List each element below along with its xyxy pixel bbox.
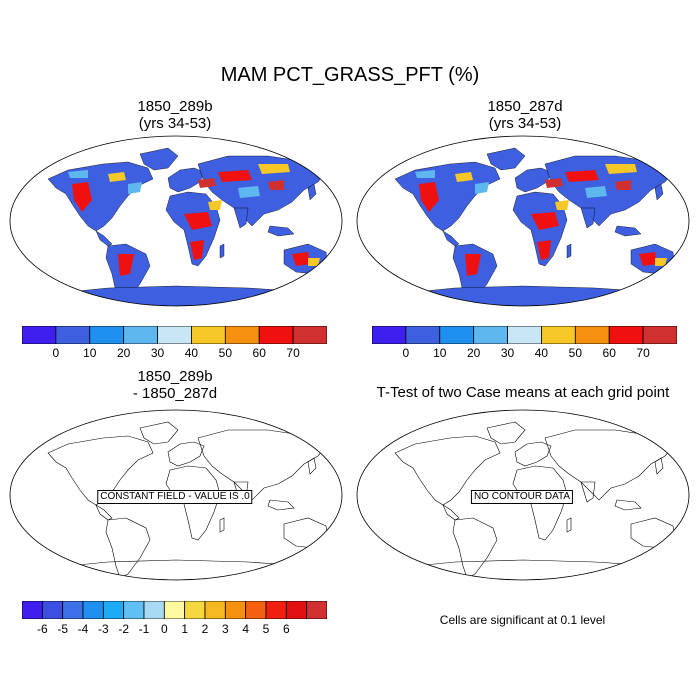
colorbar-1-swatch-8 (292, 326, 327, 344)
colorbar-3-tick-label: -5 (57, 622, 68, 636)
colorbar-3-swatch-4 (102, 601, 125, 619)
colorbar-3-swatch-12 (265, 601, 287, 619)
colorbar-2-tick-label: 40 (534, 346, 549, 360)
colorbar-2-tick-label: 0 (402, 346, 410, 360)
colorbar-3-tick-label: -6 (36, 622, 48, 636)
panel-2-map-svg (355, 134, 691, 308)
colorbar-1-tick-label: 10 (83, 346, 97, 360)
panel-2-title-line2: (yrs 34-53) (488, 115, 562, 132)
colorbar-1-tick-label: 40 (184, 346, 199, 360)
panel-1-map (8, 134, 344, 308)
colorbar-2-tick-label: 50 (568, 346, 583, 360)
colorbar-3-tick-label: 6 (282, 622, 290, 636)
colorbar-2-tick-label: 30 (500, 346, 515, 360)
panel-3-title: 1850_289b - 1850_287d (25, 368, 325, 402)
colorbar-3-swatch-8 (184, 601, 206, 619)
colorbar-1-tick-label: 0 (52, 346, 60, 360)
panel-2-title-line1: 1850_287d (487, 98, 563, 115)
colorbar-2-swatch-7 (608, 326, 644, 344)
colorbar-2-swatch-1 (405, 326, 441, 344)
panel-2-title: 1850_287d (yrs 34-53) (375, 98, 675, 132)
colorbar-1-swatch-7 (258, 326, 294, 344)
colorbar-2-swatch-2 (439, 326, 475, 344)
colorbar-2-swatch-4 (507, 326, 542, 344)
colorbar-3-labels: -6 -5 -4 -3 -2 -1 0 1 2 3 4 5 6 (22, 622, 327, 638)
colorbar-3-tick-label: 5 (262, 622, 270, 636)
colorbar-3-tick-label: -3 (97, 622, 109, 636)
colorbar-1-labels: 0 10 20 30 40 50 60 70 (22, 346, 327, 362)
colorbar-3-tick-label: 1 (181, 622, 188, 636)
colorbar-2-svg (372, 326, 677, 344)
colorbar-3-swatch-11 (245, 601, 267, 619)
colorbar-1-swatch-2 (89, 326, 125, 344)
colorbar-1-swatch-6 (224, 326, 260, 344)
colorbar-1-swatch-0 (22, 326, 57, 344)
colorbar-2-tick-label: 70 (636, 346, 650, 360)
colorbar-2-tick-label: 60 (602, 346, 616, 360)
colorbar-2-tick-label: 20 (466, 346, 481, 360)
colorbar-3-tick-label: 0 (160, 622, 168, 636)
colorbar-1-tick-label: 50 (218, 346, 233, 360)
colorbar-2-swatch-0 (372, 326, 407, 344)
colorbar-3-swatch-14 (306, 601, 327, 619)
colorbar-1-swatch-4 (157, 326, 192, 344)
colorbar-3-swatch-13 (285, 601, 308, 619)
panel-2-map (355, 134, 691, 308)
panel-3-title-line1: 1850_289b (137, 368, 213, 385)
colorbar-1 (22, 326, 327, 344)
colorbar-1-tick-label: 60 (252, 346, 266, 360)
colorbar-1-tick-label: 20 (116, 346, 131, 360)
colorbar-3-swatch-6 (143, 601, 165, 619)
colorbar-2-labels: 0 10 20 30 40 50 60 70 (372, 346, 677, 362)
colorbar-3-svg (22, 601, 327, 619)
panel-4-title: T-Test of two Case means at each grid po… (355, 384, 691, 401)
colorbar-1-swatch-1 (55, 326, 91, 344)
colorbar-3 (22, 601, 327, 619)
colorbar-2-swatch-6 (574, 326, 610, 344)
colorbar-2-tick-label: 10 (433, 346, 447, 360)
panel-3-notice: CONSTANT FIELD - VALUE IS .0 (97, 490, 253, 504)
colorbar-3-tick-label: -4 (77, 622, 89, 636)
colorbar-3-tick-label: 2 (201, 622, 209, 636)
colorbar-1-swatch-5 (191, 326, 226, 344)
colorbar-3-swatch-2 (62, 601, 84, 619)
panel-4-title-line1: T-Test of two Case means at each grid po… (376, 384, 670, 401)
panel-1-title-line2: (yrs 34-53) (138, 115, 212, 132)
colorbar-1-tick-label: 30 (150, 346, 165, 360)
significance-caption: Cells are significant at 0.1 level (439, 613, 606, 627)
colorbar-3-tick-label: -2 (118, 622, 129, 636)
colorbar-2-swatch-3 (473, 326, 508, 344)
panel-1-title: 1850_289b (yrs 34-53) (25, 98, 325, 132)
colorbar-3-tick-label: 3 (221, 622, 229, 636)
panel-3-title-line2: - 1850_287d (132, 385, 218, 402)
colorbar-3-swatch-0 (22, 601, 43, 619)
colorbar-3-swatch-9 (204, 601, 226, 619)
colorbar-1-tick-label: 70 (286, 346, 300, 360)
colorbar-3-swatch-1 (41, 601, 64, 619)
colorbar-3-tick-label: 4 (242, 622, 249, 636)
panel-1-title-line1: 1850_289b (137, 98, 213, 115)
colorbar-3-tick-label: -1 (138, 622, 150, 636)
colorbar-3-swatch-3 (82, 601, 104, 619)
panel-4-notice: NO CONTOUR DATA (470, 490, 574, 504)
colorbar-2 (372, 326, 677, 344)
panel-1-map-svg (8, 134, 344, 308)
colorbar-3-swatch-5 (123, 601, 145, 619)
colorbar-1-svg (22, 326, 327, 344)
colorbar-3-swatch-7 (163, 601, 186, 619)
colorbar-2-swatch-5 (541, 326, 576, 344)
figure-title: MAM PCT_GRASS_PFT (%) (220, 64, 480, 86)
colorbar-2-swatch-8 (642, 326, 677, 344)
colorbar-3-swatch-10 (224, 601, 247, 619)
colorbar-1-swatch-3 (123, 326, 158, 344)
